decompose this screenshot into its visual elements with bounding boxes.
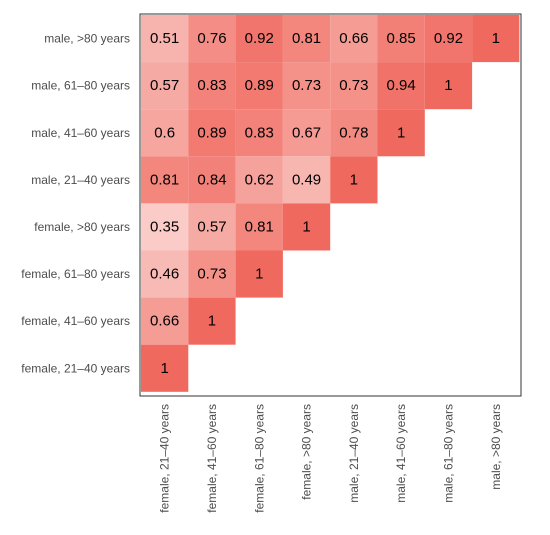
- heatmap-cell: [424, 15, 473, 63]
- cell-value-label: 0.49: [292, 171, 321, 188]
- x-tick-label: female, >80 years: [300, 404, 314, 500]
- x-tick-label: female, 61–80 years: [252, 404, 266, 513]
- heatmap-cell: [235, 203, 283, 251]
- heatmap-cell: [282, 15, 331, 63]
- cell-value-label: 0.35: [150, 218, 179, 235]
- heatmap-cell: [282, 62, 331, 110]
- cell-value-label: 0.6: [154, 124, 175, 141]
- heatmap-cell: [424, 62, 473, 110]
- cell-value-label: 0.94: [387, 77, 416, 94]
- heatmap-cell: [188, 156, 236, 204]
- cell-value-label: 0.62: [245, 171, 274, 188]
- cell-value-label: 1: [208, 313, 216, 330]
- cell-value-label: 1: [160, 360, 168, 377]
- x-tick-label: male, 61–80 years: [441, 404, 455, 503]
- heatmap-cell: [330, 109, 378, 157]
- heatmap-cell: [330, 156, 378, 204]
- heatmap-cell: [188, 297, 236, 345]
- heatmap-cell: [141, 203, 189, 251]
- x-tick-label: male, 41–60 years: [394, 404, 408, 503]
- cell-value-label: 0.73: [339, 77, 368, 94]
- heatmap-cell: [235, 156, 283, 204]
- heatmap-cell: [141, 156, 189, 204]
- heatmap-cell: [377, 109, 425, 157]
- y-tick-label: male, 61–80 years: [31, 79, 130, 93]
- x-tick-label: male, >80 years: [489, 404, 503, 490]
- heatmap-cell: [235, 250, 283, 298]
- cell-value-label: 0.81: [245, 218, 274, 235]
- heatmap-cell-labels: 0.51 0.76 0.92 0.81 0.66 0.85 0.92 1 0.57 0.83 0.8…: [150, 30, 500, 377]
- heatmap-cell: [188, 62, 236, 110]
- x-axis: female, 21–40 years female, 41–60 years fe…: [158, 404, 503, 513]
- cell-value-label: 0.51: [150, 30, 179, 47]
- cell-value-label: 0.89: [245, 77, 274, 94]
- cell-value-label: 1: [492, 30, 500, 47]
- heatmap-cell: [141, 344, 189, 392]
- cell-value-label: 0.46: [150, 266, 179, 283]
- cell-value-label: 0.84: [197, 171, 226, 188]
- cell-value-label: 0.89: [197, 124, 226, 141]
- cell-value-label: 0.57: [150, 77, 179, 94]
- cell-value-label: 1: [397, 124, 405, 141]
- y-tick-label: female, >80 years: [34, 220, 130, 234]
- cell-value-label: 1: [444, 77, 452, 94]
- heatmap-cell: [235, 109, 283, 157]
- heatmap-cell: [377, 15, 425, 63]
- cell-value-label: 0.92: [434, 30, 463, 47]
- heatmap-cell: [235, 62, 283, 110]
- heatmap-cell: [141, 109, 189, 157]
- heatmap-cell: [472, 15, 520, 63]
- cell-value-label: 0.67: [292, 124, 321, 141]
- heatmap-cells: [141, 15, 520, 392]
- heatmap-cell: [141, 250, 189, 298]
- x-tick-label: male, 21–40 years: [347, 404, 361, 503]
- heatmap-cell: [141, 15, 189, 63]
- y-axis: male, >80 years male, 61–80 years male, 41…: [21, 32, 130, 376]
- heatmap-cell: [377, 62, 425, 110]
- x-tick-label: female, 21–40 years: [158, 404, 172, 513]
- cell-value-label: 0.85: [387, 30, 416, 47]
- heatmap-cell: [188, 250, 236, 298]
- heatmap-cell: [330, 62, 378, 110]
- cell-value-label: 0.83: [245, 124, 274, 141]
- heatmap-cell: [282, 156, 331, 204]
- cell-value-label: 0.83: [197, 77, 226, 94]
- cell-value-label: 1: [302, 218, 310, 235]
- y-tick-label: male, >80 years: [44, 32, 130, 46]
- cell-value-label: 0.73: [197, 266, 226, 283]
- cell-value-label: 0.57: [197, 218, 226, 235]
- y-tick-label: female, 21–40 years: [21, 361, 130, 375]
- y-tick-label: male, 41–60 years: [31, 126, 130, 140]
- heatmap-cell: [188, 109, 236, 157]
- heatmap-cell: [282, 203, 331, 251]
- heatmap-cell: [330, 15, 378, 63]
- cell-value-label: 0.66: [339, 30, 368, 47]
- y-tick-label: female, 61–80 years: [21, 267, 130, 281]
- cell-value-label: 0.66: [150, 313, 179, 330]
- x-tick-label: female, 41–60 years: [205, 404, 219, 513]
- y-tick-label: female, 41–60 years: [21, 314, 130, 328]
- heatmap-cell: [141, 297, 189, 345]
- y-tick-label: male, 21–40 years: [31, 173, 130, 187]
- cell-value-label: 1: [350, 171, 358, 188]
- heatmap-cell: [235, 15, 283, 63]
- cell-value-label: 0.76: [197, 30, 226, 47]
- heatmap-cell: [282, 109, 331, 157]
- heatmap-cell: [141, 62, 189, 110]
- cell-value-label: 0.81: [292, 30, 321, 47]
- cell-value-label: 1: [255, 266, 263, 283]
- heatmap-cell: [188, 15, 236, 63]
- heatmap-cell: [188, 203, 236, 251]
- cell-value-label: 0.92: [245, 30, 274, 47]
- cell-value-label: 0.78: [339, 124, 368, 141]
- cell-value-label: 0.81: [150, 171, 179, 188]
- cell-value-label: 0.73: [292, 77, 321, 94]
